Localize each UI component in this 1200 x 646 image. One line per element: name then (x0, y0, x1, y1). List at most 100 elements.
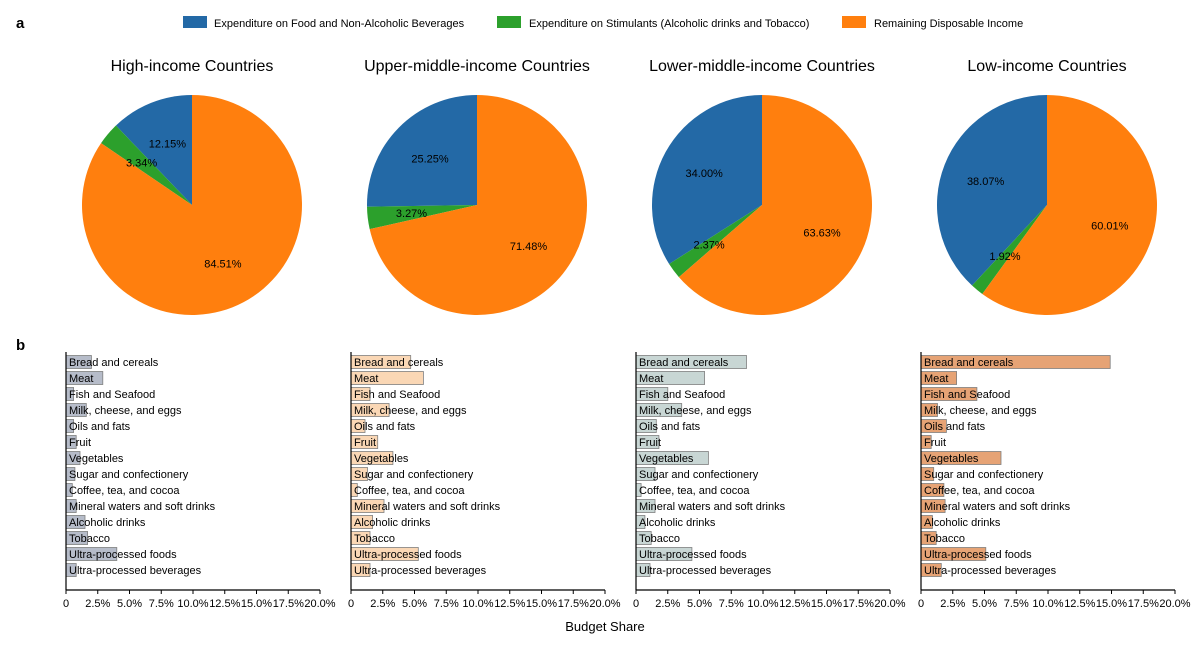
legend-label-remaining: Remaining Disposable Income (874, 18, 1023, 30)
x-tick-label: 5.0% (687, 598, 712, 610)
x-tick-label: 10.0% (1032, 598, 1063, 610)
bar-category-label: Bread and cereals (639, 357, 729, 369)
x-tick-label: 7.5% (719, 598, 744, 610)
pie-slice-remaining (369, 94, 588, 315)
panel-label-a: a (16, 15, 25, 32)
bar-category-label: Meat (354, 373, 378, 385)
x-tick-label: 2.5% (85, 598, 110, 610)
x-tick-label: 12.5% (209, 598, 240, 610)
panel-label-b: b (16, 337, 25, 354)
pie-slice-remaining (678, 95, 873, 315)
pie-slice-label-remaining: 63.63% (803, 227, 841, 239)
bar-category-label: Sugar and confectionery (639, 469, 759, 481)
legend-swatch-stimulants (497, 16, 521, 28)
bar-category-label: Sugar and confectionery (69, 469, 189, 481)
x-tick-label: 0 (348, 598, 354, 610)
bar-category-label: Tobacco (69, 533, 110, 545)
x-tick-label: 10.0% (747, 598, 778, 610)
x-tick-label: 7.5% (434, 598, 459, 610)
bar-category-label: Meat (924, 373, 948, 385)
pie-title: High-income Countries (111, 58, 274, 75)
shared-x-axis-label: Budget Share (565, 619, 645, 634)
bar-category-label: Tobacco (354, 533, 395, 545)
bar-category-label: Oils and fats (924, 421, 986, 433)
x-tick-label: 5.0% (117, 598, 142, 610)
x-tick-label: 12.5% (779, 598, 810, 610)
pie-slice-label-remaining: 60.01% (1091, 220, 1129, 232)
bar-category-label: Alcoholic drinks (924, 517, 1001, 529)
bar-category-label: Ultra-processed beverages (924, 565, 1057, 577)
x-tick-label: 12.5% (1064, 598, 1095, 610)
bar-category-label: Sugar and confectionery (924, 469, 1044, 481)
legend-swatch-food (183, 16, 207, 28)
pie-slice-food (651, 94, 762, 264)
pie-slice-label-stimulants: 1.92% (989, 251, 1020, 263)
bar-category-label: Fruit (924, 437, 946, 449)
x-tick-label: 15.0% (526, 598, 557, 610)
x-tick-label: 15.0% (811, 598, 842, 610)
bar-category-label: Alcoholic drinks (639, 517, 716, 529)
pie-chart-1: High-income Countries 12.15% 3.34% 84.51% (81, 58, 302, 315)
x-tick-label: 17.5% (558, 598, 589, 610)
pie-title: Upper-middle-income Countries (364, 58, 590, 75)
bar-category-label: Fruit (639, 437, 661, 449)
pie-slice-label-stimulants: 2.37% (693, 239, 724, 251)
bar-category-label: Ultra-processed foods (354, 549, 462, 561)
x-tick-label: 20.0% (304, 598, 335, 610)
x-tick-label: 2.5% (940, 598, 965, 610)
x-tick-label: 17.5% (273, 598, 304, 610)
bar-category-label: Fish and Seafood (924, 389, 1010, 401)
x-tick-label: 10.0% (177, 598, 208, 610)
bar-chart-3: Bread and cereals Meat Fish and Seafood Mil… (633, 352, 906, 610)
bar-category-label: Ultra-processed foods (69, 549, 177, 561)
x-tick-label: 5.0% (402, 598, 427, 610)
bar-category-label: Coffee, tea, and cocoa (354, 485, 465, 497)
x-tick-label: 12.5% (494, 598, 525, 610)
bar-category-label: Coffee, tea, and cocoa (639, 485, 750, 497)
bar-category-label: Bread and cereals (69, 357, 159, 369)
bar-category-label: Fish and Seafood (639, 389, 725, 401)
bar-category-label: Vegetables (639, 453, 694, 465)
bar-category-label: Meat (639, 373, 663, 385)
bar-category-label: Bread and cereals (924, 357, 1014, 369)
bar-category-label: Mineral waters and soft drinks (354, 501, 501, 513)
legend-label-stimulants: Expenditure on Stimulants (Alcoholic dri… (529, 18, 809, 30)
x-tick-label: 2.5% (655, 598, 680, 610)
bar-category-label: Coffee, tea, and cocoa (924, 485, 1035, 497)
x-tick-label: 17.5% (1128, 598, 1159, 610)
bar-category-label: Milk, cheese, and eggs (924, 405, 1037, 417)
bar-category-label: Meat (69, 373, 93, 385)
bar-category-label: Fish and Seafood (354, 389, 440, 401)
bar-category-label: Mineral waters and soft drinks (69, 501, 216, 513)
bar-category-label: Tobacco (924, 533, 965, 545)
bar-chart-4: Bread and cereals Meat Fish and Seafood Mil… (918, 352, 1191, 610)
bar-category-label: Oils and fats (354, 421, 416, 433)
bar-category-label: Tobacco (639, 533, 680, 545)
bar-category-label: Alcoholic drinks (69, 517, 146, 529)
pie-chart-3: Lower-middle-income Countries 34.00% 2.37%… (649, 58, 875, 315)
bar-category-label: Vegetables (69, 453, 124, 465)
x-tick-label: 20.0% (589, 598, 620, 610)
bar-category-label: Milk, cheese, and eggs (639, 405, 752, 417)
bar-category-label: Bread and cereals (354, 357, 444, 369)
pie-slice-stimulants (367, 205, 477, 230)
pie-chart-4: Low-income Countries 38.07% 1.92% 60.01% (936, 58, 1158, 315)
pie-slice-stimulants (972, 205, 1047, 294)
bar-category-label: Oils and fats (69, 421, 131, 433)
bar-category-label: Mineral waters and soft drinks (639, 501, 786, 513)
bar-category-label: Milk, cheese, and eggs (69, 405, 182, 417)
legend-label-food: Expenditure on Food and Non-Alcoholic Be… (214, 18, 465, 30)
pie-title: Low-income Countries (967, 58, 1126, 75)
pie-slice-label-food: 12.15% (149, 139, 187, 151)
bar-charts: Bread and cereals Meat Fish and Seafood Mil… (63, 352, 1191, 610)
x-tick-label: 15.0% (1096, 598, 1127, 610)
pie-slice-label-stimulants: 3.34% (126, 157, 157, 169)
bar-category-label: Ultra-processed beverages (69, 565, 202, 577)
pie-slice-food (115, 95, 192, 205)
pie-slice-label-food: 38.07% (967, 176, 1005, 188)
bar-category-label: Ultra-processed beverages (354, 565, 487, 577)
pie-slice-stimulants (669, 205, 762, 278)
x-tick-label: 20.0% (1159, 598, 1190, 610)
bar-category-label: Vegetables (354, 453, 409, 465)
